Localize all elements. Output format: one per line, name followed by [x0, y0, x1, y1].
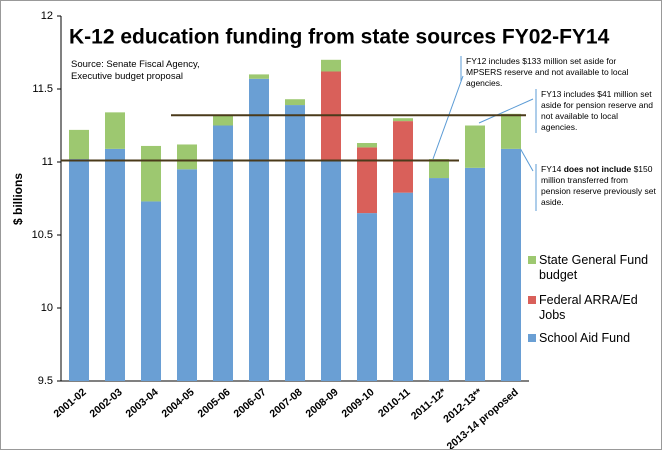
bar-segment: [285, 99, 305, 106]
x-tick-label: 2005-06: [195, 386, 232, 420]
annotation: FY13 includes $41 million set aside for …: [541, 89, 656, 133]
bar-segment: [213, 115, 233, 126]
bar-segment: [141, 145, 161, 202]
bar-segment: [69, 159, 89, 381]
bar-segment: [357, 143, 377, 148]
annotation: FY14 does not include $150 million trans…: [541, 164, 656, 208]
y-tick-label: 11.5: [32, 83, 53, 95]
annotation-text: $150 million transferred from pension re…: [541, 164, 656, 207]
bar-segment: [321, 59, 341, 72]
annotation-text: FY14: [541, 164, 564, 174]
source-line: Executive budget proposal: [71, 71, 183, 82]
callout: [478, 98, 534, 124]
source: Source: Senate Fiscal Agency, Executive b…: [71, 59, 200, 83]
chart-title: K-12 education funding from state source…: [69, 26, 610, 49]
legend-entry: Federal ARRA/Ed Jobs: [528, 293, 657, 323]
annotation-text: does not include: [563, 164, 632, 174]
legend-entry: State General Fund budget: [528, 253, 657, 283]
legend-swatch: [528, 296, 536, 304]
callout: [432, 75, 464, 160]
x-tick-label: 2001-02: [51, 386, 88, 420]
bar-segment: [213, 125, 233, 381]
x-tick-label: 2004-05: [159, 386, 196, 420]
annotation-text: FY13 includes $41 million set aside for …: [541, 89, 653, 132]
y-tick-label: 10.5: [32, 229, 53, 241]
source-line: Source: Senate Fiscal Agency,: [71, 59, 200, 70]
bar-segment: [177, 169, 197, 381]
legend-label: Federal ARRA/Ed Jobs: [539, 293, 638, 322]
x-tick-label: 2007-08: [267, 386, 304, 420]
bar-segment: [285, 105, 305, 381]
bar-segment: [393, 118, 413, 122]
y-tick-label: 10: [41, 302, 53, 314]
bar-segment: [69, 129, 89, 160]
bar-segment: [249, 78, 269, 381]
bar-segment: [465, 125, 485, 168]
x-tick-label: 2009-10: [339, 386, 376, 420]
bar-segment: [501, 148, 521, 381]
bar-segment: [357, 213, 377, 381]
legend-swatch: [528, 256, 536, 264]
legend-swatch: [528, 334, 536, 342]
bar-segment: [321, 160, 341, 381]
x-tick-label: 2002-03: [87, 386, 124, 420]
bar-segment: [429, 159, 449, 179]
bar-segment: [177, 144, 197, 170]
legend-entry: School Aid Fund: [528, 331, 657, 346]
y-tick-label: 12: [41, 10, 53, 22]
x-tick-label: 2006-07: [231, 386, 268, 420]
annotation: FY12 includes $133 million set aside for…: [466, 56, 636, 89]
bar-segment: [429, 178, 449, 381]
bar-segment: [141, 201, 161, 381]
bar-segment: [357, 147, 377, 214]
bar-segment: [393, 192, 413, 381]
bar-segment: [249, 74, 269, 79]
x-tick-label: 2003-04: [123, 386, 160, 420]
legend-label: State General Fund budget: [539, 253, 649, 282]
bar-segment: [393, 121, 413, 193]
bar-segment: [501, 113, 521, 149]
annotation-text: FY12 includes $133 million set aside for…: [466, 56, 629, 88]
y-tick-label: 9.5: [38, 375, 53, 387]
bar-segment: [105, 112, 125, 149]
bar-segment: [105, 148, 125, 381]
legend-label: School Aid Fund: [539, 331, 631, 345]
x-tick-label: 2008-09: [303, 386, 340, 420]
y-axis-label: $ billions: [11, 173, 25, 225]
y-tick-label: 11: [42, 156, 53, 168]
bar-segment: [465, 167, 485, 381]
x-tick-label: 2010-11: [376, 386, 413, 420]
